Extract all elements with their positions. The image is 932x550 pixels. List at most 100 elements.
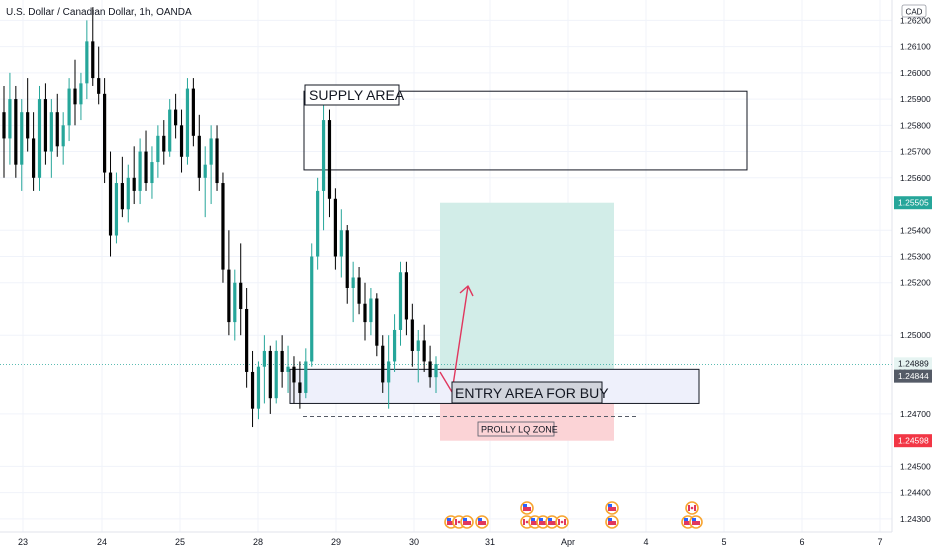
candle-body: [280, 350, 284, 372]
time-tick-label: 31: [485, 537, 495, 547]
price-tick-label: 1.24400: [900, 488, 931, 498]
candle-body: [357, 277, 361, 304]
lq-label-box: [477, 421, 555, 437]
candle-body: [256, 366, 261, 409]
time-tick-label: 25: [175, 537, 185, 547]
us-event-icon[interactable]: [520, 501, 534, 515]
time-tick-label: 29: [331, 537, 341, 547]
candle-body: [174, 109, 178, 126]
us-event-icon[interactable]: [545, 515, 559, 529]
time-tick-label: 7: [877, 537, 882, 547]
supply-area-label[interactable]: SUPPLY AREA: [309, 87, 405, 103]
candle-body: [404, 272, 409, 320]
candle-body: [274, 350, 278, 399]
candle-body: [20, 112, 24, 165]
currency-badge[interactable]: CAD: [906, 8, 923, 17]
candle-body: [387, 361, 391, 383]
candle-body: [103, 93, 107, 173]
candle-body: [67, 88, 71, 126]
time-tick-label: 30: [409, 537, 419, 547]
price-tick-label: 1.25800: [900, 120, 931, 130]
candle-body: [239, 282, 243, 309]
candle-body: [327, 120, 332, 199]
time-axis[interactable]: 23 24 25 28 29 30 31 Apr 4 5 6 7: [18, 537, 883, 547]
candle-body: [381, 345, 385, 383]
us-event-icon[interactable]: [475, 515, 489, 529]
stop-price-tag-box: [894, 434, 932, 448]
supply-label-box: [304, 84, 400, 106]
supply-zone[interactable]: [303, 90, 748, 171]
candle-body: [126, 177, 130, 210]
candle-body: [49, 112, 53, 152]
candle-body: [91, 41, 95, 79]
candle-body: [392, 329, 397, 362]
currency-badge-box[interactable]: [901, 4, 927, 18]
candle-body: [97, 78, 101, 94]
price-tick-label: 1.26000: [900, 68, 931, 78]
entry-price-tag: 1.24844: [898, 371, 929, 381]
time-tick-label: 5: [721, 537, 726, 547]
price-tick-label: 1.26100: [900, 42, 931, 52]
time-tick-label: 28: [253, 537, 263, 547]
candle-body: [132, 177, 136, 191]
candle-body: [369, 298, 373, 323]
candle-body: [14, 99, 18, 165]
candle-body: [37, 99, 42, 178]
candle-body: [250, 371, 255, 409]
candle-body: [316, 190, 320, 257]
candle-body: [191, 88, 195, 136]
price-axis[interactable]: 1.26200 1.26100 1.26000 1.25900 1.25800 1.257…: [900, 15, 931, 524]
target-zone[interactable]: [440, 202, 614, 377]
candle-body: [203, 164, 207, 178]
grid-lines: [0, 0, 892, 532]
candle-body: [428, 361, 432, 378]
candle-body: [120, 183, 124, 210]
candle-body: [227, 269, 231, 323]
candle-body: [262, 350, 266, 367]
time-tick-label: Apr: [561, 537, 575, 547]
economic-events[interactable]: [444, 501, 703, 529]
time-tick-label: 24: [97, 537, 107, 547]
candle-body: [215, 138, 219, 184]
candle-body: [197, 135, 201, 178]
entry-label-box: [451, 381, 603, 404]
candle-body: [422, 340, 426, 362]
us-event-icon[interactable]: [460, 515, 474, 529]
price-tick-label: 1.25200: [900, 278, 931, 288]
candle-body: [185, 88, 190, 157]
candle-body: [138, 151, 142, 191]
candle-body: [73, 88, 77, 105]
us-event-icon[interactable]: [605, 515, 619, 529]
candle-body: [310, 256, 314, 362]
candle-body: [304, 361, 308, 393]
candle-body: [345, 230, 349, 288]
candle-body: [292, 366, 296, 383]
entry-price-tag-box: [894, 369, 932, 383]
candle-body: [43, 99, 48, 152]
us-event-icon[interactable]: [605, 501, 619, 515]
stop-price-tag: 1.24598: [898, 436, 929, 446]
candle-body: [26, 112, 30, 139]
candle-body: [150, 162, 154, 184]
price-tick-label: 1.25700: [900, 147, 931, 157]
us-event-icon[interactable]: [689, 515, 703, 529]
candle-body: [351, 277, 355, 288]
price-tick-label: 1.25400: [900, 225, 931, 235]
candle-body: [233, 282, 237, 323]
canada-event-icon[interactable]: [555, 515, 569, 529]
candle-body: [114, 183, 119, 236]
candlestick-series: [2, 7, 438, 428]
candle-body: [363, 303, 367, 323]
price-tick-label: 1.24300: [900, 514, 931, 524]
canada-event-icon[interactable]: [685, 501, 699, 515]
candle-body: [434, 364, 438, 378]
lq-zone-label[interactable]: PROLLY LQ ZONE: [481, 425, 558, 435]
price-tick-label: 1.24500: [900, 461, 931, 471]
entry-area-label[interactable]: ENTRY AREA FOR BUY: [455, 385, 609, 401]
candle-body: [286, 366, 290, 372]
price-tick-label: 1.25600: [900, 173, 931, 183]
last-price-tag: 1.24889: [898, 358, 929, 368]
